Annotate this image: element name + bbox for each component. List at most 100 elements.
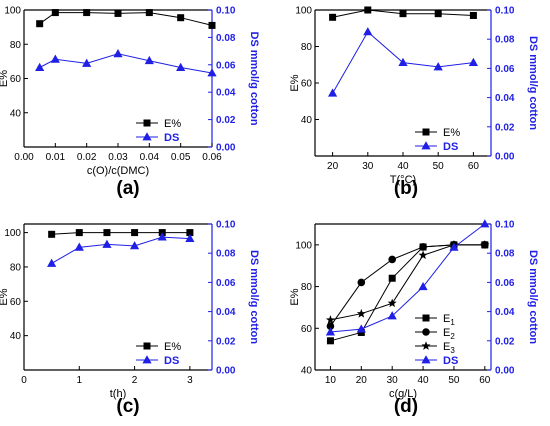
y2-tick-label: 0.04 — [495, 307, 515, 318]
legend-name: DS — [164, 355, 179, 367]
data-point — [129, 241, 140, 250]
y2-axis-label: DS mmol/g cotton — [248, 250, 260, 344]
x-tick-label: 50 — [448, 375, 460, 386]
y-tick-label: 100 — [4, 6, 21, 17]
y-tick-label: 40 — [10, 108, 22, 119]
legend-marker — [143, 119, 151, 127]
y2-tick-label: 0.00 — [495, 152, 515, 163]
data-point — [51, 9, 59, 17]
x-tick-label: 0.05 — [171, 152, 191, 163]
data-point — [325, 327, 336, 336]
y2-tick-label: 0.02 — [495, 122, 515, 133]
data-point — [398, 57, 408, 66]
data-point — [325, 315, 335, 324]
data-point — [356, 308, 366, 318]
legend-subscript: 3 — [450, 346, 455, 355]
legend-name: E% — [164, 341, 181, 353]
legend-label: E3 — [443, 341, 455, 355]
legend-marker — [143, 342, 151, 350]
legend-marker — [422, 314, 430, 322]
legend-marker — [422, 128, 430, 136]
legend-name: DS — [164, 132, 179, 144]
x-tick-label: 1 — [77, 375, 83, 386]
data-point — [177, 14, 185, 22]
y2-tick-label: 0.04 — [216, 307, 236, 318]
y2-axis-label: DS mmol/g cotton — [527, 36, 539, 130]
y2-tick-label: 0.10 — [216, 220, 236, 231]
data-point — [131, 229, 139, 237]
data-point — [36, 20, 44, 28]
data-point — [480, 219, 490, 228]
legend-name: E — [443, 341, 450, 353]
y-axis-label: E% — [0, 288, 10, 305]
y2-tick-label: 0.04 — [495, 93, 515, 104]
data-point — [176, 62, 186, 71]
data-point — [418, 250, 428, 260]
y-axis-label: E% — [289, 74, 301, 91]
y2-tick-label: 0.10 — [216, 6, 236, 17]
y-tick-label: 40 — [301, 115, 313, 126]
y2-tick-label: 0.00 — [216, 366, 236, 377]
y-axis-label: E% — [0, 70, 10, 87]
data-point — [468, 57, 478, 66]
data-point — [48, 230, 56, 238]
data-point — [47, 258, 57, 267]
legend-label: DS — [164, 132, 179, 144]
x-tick-label: 0.02 — [77, 152, 97, 163]
legend-label: E% — [164, 118, 181, 130]
x-tick-label: 60 — [479, 375, 491, 386]
data-point — [434, 10, 442, 18]
data-point — [357, 278, 366, 287]
data-point — [328, 88, 338, 97]
data-point — [208, 21, 216, 29]
data-point — [419, 243, 427, 251]
data-point — [388, 255, 396, 264]
y2-tick-label: 0.06 — [495, 278, 515, 289]
data-point — [102, 239, 112, 248]
x-tick-label: 2 — [132, 375, 138, 386]
data-point — [185, 233, 195, 242]
data-point — [326, 337, 334, 345]
series-line-1 — [329, 244, 485, 327]
y2-tick-label: 0.00 — [216, 143, 236, 154]
legend-marker — [142, 355, 152, 364]
x-axis-label: t(h) — [110, 388, 127, 400]
x-tick-label: 20 — [327, 161, 339, 172]
x-axis-label: c(O)/c(DMC) — [87, 165, 149, 177]
legend-marker — [421, 355, 431, 364]
x-tick-label: 60 — [468, 161, 480, 172]
legend-marker — [421, 341, 431, 350]
y-tick-label: 100 — [4, 228, 21, 239]
x-tick-label: 50 — [433, 161, 445, 172]
series-line-3 — [330, 223, 486, 333]
panel-tag: (b) — [394, 178, 418, 199]
data-point — [144, 55, 154, 65]
y2-tick-label: 0.06 — [216, 60, 236, 71]
y2-tick-label: 0.02 — [216, 115, 236, 126]
data-point — [449, 242, 459, 251]
legend-label: DS — [443, 141, 458, 153]
data-point — [326, 322, 335, 331]
x-tick-label: 30 — [387, 375, 399, 386]
chart-panel-c: 0 1 2 3 40 60 80 100 0.00 0.02 0.04 0.06 0.08 0.10 t(h… — [0, 220, 260, 401]
chart-panel-b: 20 30 40 50 60 40 60 80 100 0.00 0.02 0.04 0.06 0.08 0… — [289, 6, 539, 187]
y2-tick-label: 0.06 — [216, 278, 236, 289]
x-tick-label: 40 — [397, 161, 409, 172]
data-point — [364, 6, 372, 14]
legend-name: E% — [164, 118, 181, 130]
x-tick-label: 0 — [21, 375, 27, 386]
y-tick-label: 100 — [295, 6, 312, 17]
legend-name: E — [443, 327, 450, 339]
y-tick-label: 60 — [301, 324, 313, 335]
data-point — [418, 281, 428, 291]
data-point — [82, 58, 92, 67]
legend-label: DS — [164, 355, 179, 367]
data-point — [74, 242, 84, 251]
series-line-0 — [39, 12, 213, 26]
chart-panel-a: 0.00 0.01 0.02 0.03 0.04 0.05 0.06 40 60 80 100 0.0… — [0, 6, 260, 178]
y2-axis-label: DS mmol/g cotton — [248, 31, 260, 125]
data-point — [83, 9, 91, 17]
data-point — [186, 229, 194, 237]
y-tick-label: 60 — [10, 297, 22, 308]
y2-tick-label: 0.10 — [495, 6, 515, 17]
